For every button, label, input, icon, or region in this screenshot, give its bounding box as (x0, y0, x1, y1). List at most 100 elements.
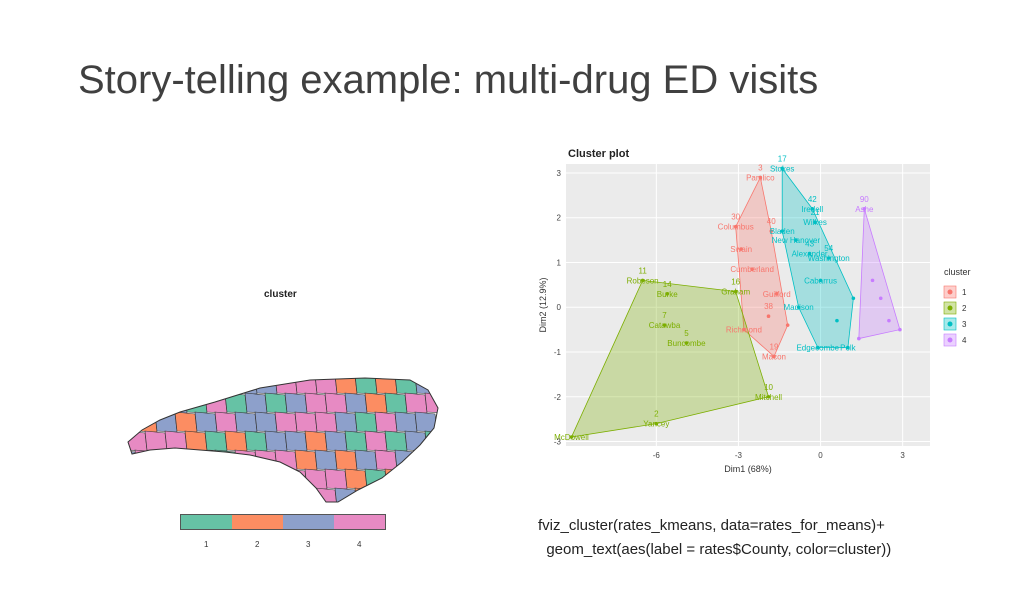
county-cell (374, 449, 398, 471)
point-id-label: 2 (654, 410, 659, 419)
cluster-hull-4 (858, 208, 901, 340)
county-cell (144, 468, 168, 490)
data-point (780, 229, 785, 233)
point-county-label: Burke (657, 290, 678, 299)
data-point (887, 318, 891, 323)
county-cell (174, 378, 198, 395)
point-county-label: Guilford (763, 290, 791, 299)
point-county-label: Mitchell (755, 393, 782, 402)
data-point (862, 206, 867, 211)
data-point (780, 166, 785, 171)
data-point (826, 256, 831, 260)
data-point (898, 327, 902, 332)
map-legend-bar (180, 514, 386, 530)
county-cell (324, 468, 348, 490)
data-point (878, 296, 883, 301)
county-cell (194, 487, 218, 502)
data-point (815, 345, 820, 350)
point-county-label: Wilkes (803, 218, 827, 227)
county-cell (344, 430, 368, 452)
point-id-label: 42 (808, 195, 817, 204)
county-cell (344, 392, 368, 414)
county-cell (294, 487, 318, 502)
point-id-label: 16 (731, 278, 740, 287)
county-cell (414, 378, 438, 395)
county-cell (128, 468, 148, 490)
county-cell (424, 430, 438, 452)
county-cell (134, 411, 158, 433)
point-id-label: 17 (778, 154, 787, 163)
county-cell (234, 449, 258, 471)
point-county-label: Swain (730, 245, 752, 254)
county-cell (184, 430, 208, 452)
county-cell (234, 378, 258, 395)
county-cell (264, 392, 288, 414)
county-cell (364, 468, 388, 490)
county-cell (154, 378, 178, 395)
legend-swatch-2 (232, 515, 283, 529)
county-cell (394, 487, 418, 502)
x-tick-labels: -6 -3 0 3 (653, 451, 906, 460)
point-county-label: Iredell (801, 205, 823, 214)
point-county-label: Edgecombe (796, 344, 839, 353)
county-cell (304, 392, 328, 414)
county-cell (204, 392, 228, 414)
data-point (818, 278, 823, 283)
point-id-label: 30 (731, 213, 740, 222)
county-cell (134, 487, 158, 502)
legend-swatch-4 (334, 515, 385, 529)
county-cell (314, 449, 338, 471)
cluster-plot: Cluster plot 3Pamlico30Columbus40SwainCu… (538, 148, 971, 474)
x-tick-label: 0 (818, 451, 823, 460)
county-cell (254, 411, 278, 433)
county-cell (364, 392, 388, 414)
map-title: cluster (264, 289, 297, 300)
county-cell (204, 468, 228, 490)
county-cell (144, 392, 168, 414)
data-point (794, 238, 798, 242)
county-cell (354, 449, 378, 471)
legend-label: 1 (962, 288, 967, 297)
county-cell (334, 411, 358, 433)
county-cell (128, 378, 138, 395)
county-cell (194, 378, 218, 395)
grid-lines (566, 164, 930, 446)
county-cell (374, 411, 398, 433)
legend-title: cluster (944, 267, 971, 277)
point-county-label: McDowell (554, 433, 589, 442)
data-point (654, 421, 659, 426)
data-point (851, 296, 856, 301)
point-county-label: Washington (808, 254, 850, 263)
county-cell (214, 411, 238, 433)
data-points: 3Pamlico30Columbus40SwainCumberlandGuilf… (554, 154, 902, 442)
county-cell (284, 468, 308, 490)
county-cell (128, 411, 138, 433)
point-id-label: 19 (770, 342, 779, 351)
y-tick-label: 0 (557, 303, 562, 312)
data-point (742, 327, 746, 332)
point-county-label: Catawba (649, 321, 681, 330)
county-cell (204, 430, 228, 452)
data-point (569, 435, 574, 439)
data-point (684, 341, 689, 345)
data-point (835, 318, 839, 323)
county-cell (384, 392, 408, 414)
county-cell (224, 430, 248, 452)
point-id-label: 7 (662, 311, 667, 320)
data-point (750, 267, 754, 271)
county-cell (234, 411, 258, 433)
point-id-label: 54 (824, 244, 833, 253)
county-cell (314, 411, 338, 433)
county-cell (404, 392, 428, 414)
point-id-label: 14 (663, 280, 672, 289)
county-cell (244, 468, 268, 490)
county-cell (128, 430, 148, 452)
legend-marker (947, 321, 953, 327)
county-cell (404, 468, 428, 490)
county-cell (174, 411, 198, 433)
data-point (772, 354, 776, 359)
point-county-label: Madison (784, 303, 814, 312)
county-cell (354, 411, 378, 433)
data-point (810, 206, 815, 211)
point-county-label: Yancey (643, 420, 669, 429)
